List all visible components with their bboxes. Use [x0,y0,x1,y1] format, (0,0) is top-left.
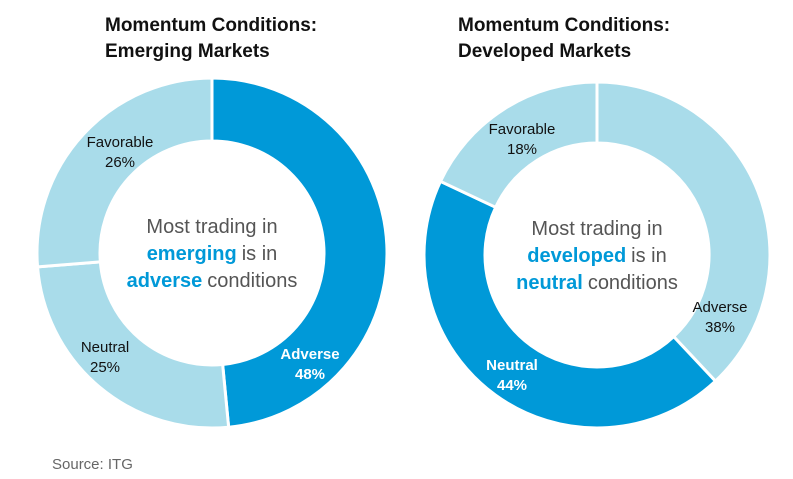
segment-label: Favorable [87,134,154,151]
chart-title: Momentum Conditions: [458,15,670,36]
segment-label: Neutral [81,339,129,356]
center-text-part: conditions [207,270,297,292]
center-text-part: is in [631,245,667,267]
center-text-part: emerging [147,243,237,265]
donut-segment [35,260,231,430]
center-text-part: Most trading in [146,216,277,238]
center-text-part: adverse [127,270,203,292]
segment-label: Adverse [280,346,339,363]
center-text: neutral conditions [516,272,678,294]
chart-title: Developed Markets [458,41,631,62]
segment-label: Adverse [692,299,747,316]
donut-segment [35,76,214,269]
value-label: 26% [105,154,135,171]
value-label: 48% [295,366,325,383]
donut-segment [595,80,772,384]
center-text-part: Most trading in [531,218,662,240]
center-text: Most trading in [531,218,662,240]
value-label: 38% [705,319,735,336]
source: Source: ITG [52,456,133,473]
center-text: emerging is in [147,243,278,265]
segment-label: Neutral [486,357,538,374]
chart-title: Momentum Conditions: [105,15,317,36]
center-text-part: is in [242,243,278,265]
center-text-part: neutral [516,272,583,294]
center-text-part: developed [527,245,626,267]
center-text: Most trading in [146,216,277,238]
value-label: 18% [507,141,537,158]
donut-segment [422,179,718,430]
donut-segment [438,80,599,210]
center-text: adverse conditions [127,270,298,292]
center-text-part: conditions [588,272,678,294]
center-text: developed is in [527,245,667,267]
value-label: 25% [90,359,120,376]
chart-title: Emerging Markets [105,41,270,62]
value-label: 44% [497,377,527,394]
segment-label: Favorable [489,121,556,138]
donut-segment [210,76,389,429]
